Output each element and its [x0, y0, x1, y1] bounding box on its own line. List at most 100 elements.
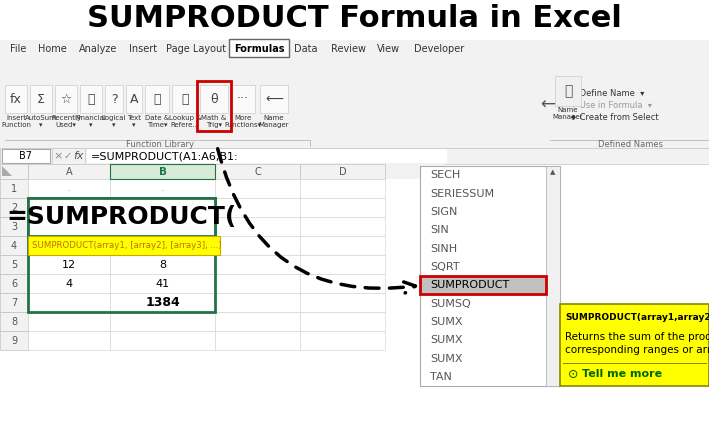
- Text: 2: 2: [11, 202, 17, 212]
- Bar: [28, 164, 110, 179]
- Text: Date &: Date &: [145, 115, 169, 121]
- Bar: [110, 293, 215, 312]
- Bar: [28, 198, 110, 217]
- Text: Name: Name: [264, 115, 284, 121]
- Text: Manager: Manager: [259, 122, 289, 128]
- Bar: [300, 198, 385, 217]
- Bar: [215, 255, 300, 274]
- Bar: [300, 217, 385, 236]
- Text: 6: 6: [11, 279, 17, 289]
- Bar: [300, 331, 385, 350]
- Text: SECH: SECH: [430, 170, 460, 180]
- Bar: [0, 164, 445, 388]
- Text: ···: ···: [237, 92, 249, 105]
- Text: Insert: Insert: [6, 115, 26, 121]
- Bar: [0, 255, 28, 274]
- Bar: [126, 85, 142, 113]
- Bar: [0, 236, 28, 255]
- Text: corresponding ranges or arrays.: corresponding ranges or arrays.: [565, 345, 709, 355]
- Bar: [28, 198, 215, 312]
- Bar: [0, 147, 709, 164]
- Bar: [110, 179, 215, 198]
- Text: Lookup &: Lookup &: [169, 115, 201, 121]
- Bar: [215, 274, 300, 293]
- Text: Used▾: Used▾: [55, 122, 77, 128]
- Bar: [55, 85, 77, 113]
- Bar: [215, 236, 300, 255]
- Bar: [87, 149, 447, 163]
- Text: ⊙: ⊙: [568, 367, 579, 380]
- Bar: [420, 166, 560, 386]
- Text: Home: Home: [38, 43, 67, 53]
- Bar: [110, 312, 215, 331]
- Text: ⏱: ⏱: [153, 92, 161, 105]
- Bar: [28, 331, 110, 350]
- Text: B: B: [159, 167, 167, 177]
- Text: 7: 7: [11, 297, 17, 307]
- Text: Data: Data: [294, 43, 318, 53]
- Text: ✦ Define Name  ▾: ✦ Define Name ▾: [570, 89, 644, 98]
- Bar: [110, 164, 215, 179]
- Text: Function: Function: [1, 122, 31, 128]
- Text: ▾: ▾: [112, 122, 116, 128]
- Text: ?: ?: [111, 92, 117, 105]
- Text: =SUMPRODUCT(: =SUMPRODUCT(: [6, 205, 237, 229]
- Text: 3: 3: [11, 221, 17, 232]
- Text: ⟵: ⟵: [265, 92, 283, 105]
- Bar: [28, 236, 110, 255]
- Text: SERIESSUM: SERIESSUM: [430, 189, 494, 198]
- Bar: [0, 164, 28, 179]
- Text: 9: 9: [11, 336, 17, 345]
- Bar: [28, 274, 110, 293]
- Bar: [5, 85, 27, 113]
- Text: Σ: Σ: [37, 92, 45, 105]
- Bar: [145, 85, 169, 113]
- Bar: [300, 293, 385, 312]
- Text: ✦ Use in Formula  ▾: ✦ Use in Formula ▾: [570, 100, 652, 109]
- Bar: [260, 85, 288, 113]
- Bar: [110, 274, 215, 293]
- Text: ..: ..: [160, 184, 165, 193]
- Text: 8: 8: [11, 316, 17, 327]
- Bar: [200, 85, 228, 113]
- Text: SIN: SIN: [430, 225, 449, 235]
- Bar: [560, 304, 709, 386]
- Bar: [30, 85, 52, 113]
- Text: 1384: 1384: [145, 296, 180, 309]
- Polygon shape: [2, 166, 12, 176]
- Bar: [300, 179, 385, 198]
- Text: 🔍: 🔍: [182, 92, 189, 105]
- Text: θ: θ: [210, 92, 218, 105]
- Text: File: File: [10, 43, 26, 53]
- Bar: [0, 179, 28, 198]
- Bar: [28, 179, 110, 198]
- Text: View: View: [376, 43, 400, 53]
- Bar: [0, 148, 709, 164]
- Bar: [28, 236, 220, 255]
- Text: Refere...: Refere...: [170, 122, 199, 128]
- Bar: [215, 312, 300, 331]
- Bar: [110, 255, 215, 274]
- Text: SUMX: SUMX: [430, 353, 462, 363]
- Bar: [2, 149, 50, 163]
- Text: 5: 5: [11, 259, 17, 270]
- Text: 🗄: 🗄: [87, 92, 95, 105]
- Text: 📋: 📋: [564, 84, 572, 98]
- Bar: [0, 331, 28, 350]
- Text: fx: fx: [10, 92, 22, 105]
- Text: ⟵: ⟵: [540, 96, 564, 114]
- Text: Financial: Financial: [76, 115, 106, 121]
- Bar: [215, 217, 300, 236]
- Bar: [215, 293, 300, 312]
- Text: Analyze: Analyze: [79, 43, 117, 53]
- Bar: [215, 164, 300, 179]
- Text: Insert: Insert: [129, 43, 157, 53]
- Bar: [0, 40, 709, 158]
- Text: SUMPRODUCT(array1,array2,array3,): SUMPRODUCT(array1,array2,array3,): [565, 313, 709, 322]
- Bar: [0, 312, 28, 331]
- Bar: [0, 274, 28, 293]
- Bar: [420, 276, 546, 294]
- Bar: [0, 217, 28, 236]
- Bar: [105, 85, 123, 113]
- Bar: [110, 236, 215, 255]
